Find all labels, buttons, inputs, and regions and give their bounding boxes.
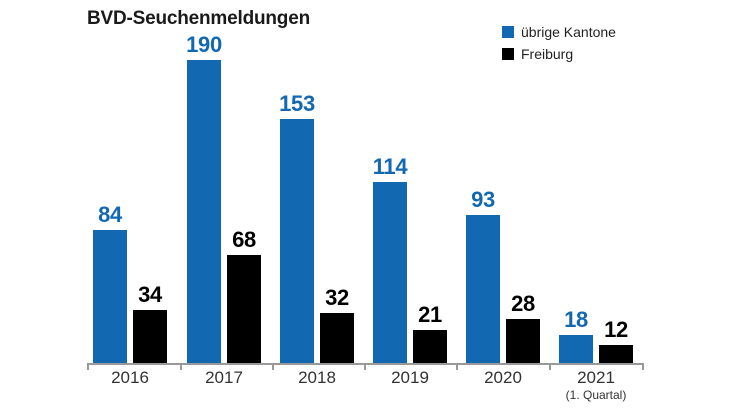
x-axis-label-2019: 2019 [391,368,429,387]
x-axis-tick-6 [642,363,644,370]
value-label--brige-kantone-2018: 153 [279,91,315,117]
value-label-freiburg-2018: 32 [325,284,349,310]
value-label-freiburg-2019: 21 [418,302,442,328]
value-label--brige-kantone-2017: 190 [186,32,222,57]
bar-freiburg-2019 [413,330,447,364]
x-axis-label-2018: 2018 [298,368,336,387]
legend-swatch-uebrige-kantone-icon [502,26,514,38]
legend-label-uebrige-kantone: übrige Kantone [521,24,616,40]
bar-freiburg-2020 [506,319,540,364]
x-axis-note: (1. Quartal) [565,388,627,402]
x-axis-tick-0 [87,363,89,370]
chart-title: BVD-Seuchenmeldungen [87,8,310,29]
bar-freiburg-2017 [227,255,261,364]
value-label-freiburg-2016: 34 [138,281,162,307]
bar--brige-kantone-2020 [466,215,500,364]
value-label--brige-kantone-2019: 114 [372,153,408,179]
bar--brige-kantone-2021 [559,335,593,364]
bar--brige-kantone-2017 [187,60,221,364]
value-label-freiburg-2017: 68 [232,227,256,253]
value-label--brige-kantone-2021: 18 [564,307,588,333]
x-axis-label-2016: 2016 [111,368,149,387]
x-axis-label-2021: 2021 [577,368,615,387]
value-label--brige-kantone-2020: 93 [471,187,495,213]
x-axis-tick-1 [180,363,182,370]
bar-freiburg-2021 [599,344,633,364]
bar--brige-kantone-2018 [280,119,314,364]
bar--brige-kantone-2016 [93,229,127,364]
value-label-freiburg-2020: 28 [511,291,535,317]
bar-freiburg-2018 [320,312,354,364]
legend-item-freiburg: Freiburg [502,43,616,65]
bar-freiburg-2016 [133,309,167,364]
legend-item-uebrige-kantone: übrige Kantone [502,21,616,43]
x-axis-tick-3 [364,363,366,370]
x-axis-tick-2 [272,363,274,370]
value-label--brige-kantone-2016: 84 [98,201,122,227]
legend-label-freiburg: Freiburg [521,46,574,62]
legend-swatch-freiburg-icon [502,48,514,60]
x-axis-tick-4 [456,363,458,370]
x-axis-label-2020: 2020 [484,368,522,387]
bar--brige-kantone-2019 [373,181,407,364]
x-axis-label-2017: 2017 [205,368,243,387]
value-label-freiburg-2021: 12 [604,316,628,342]
legend: übrige Kantone Freiburg [502,21,616,65]
x-axis-tick-5 [549,363,551,370]
